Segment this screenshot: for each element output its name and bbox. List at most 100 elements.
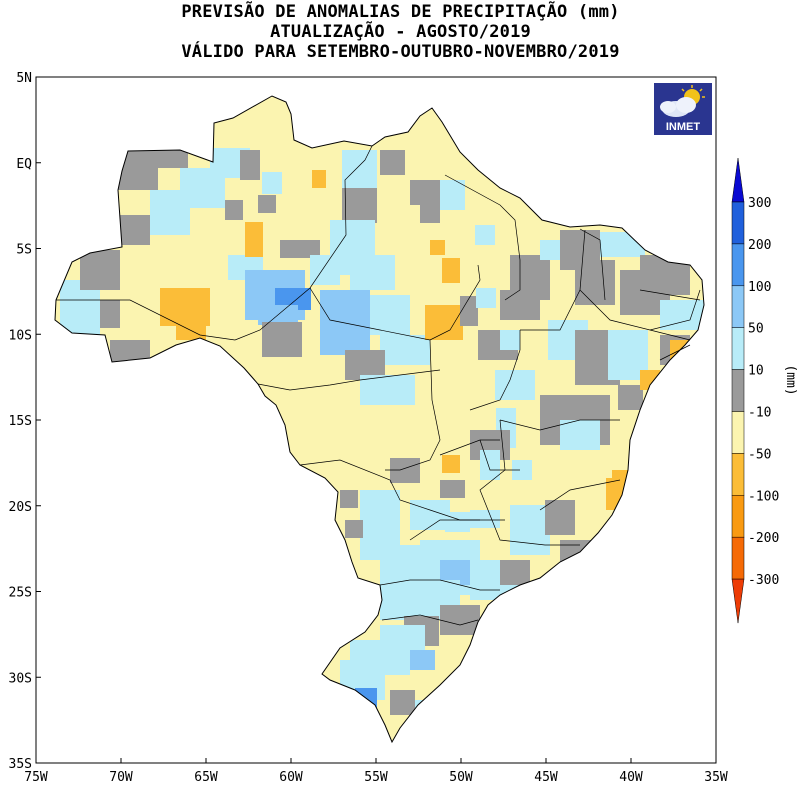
colorbar-tick-label: -10	[748, 406, 771, 421]
colorbar-tick-label: -100	[748, 489, 779, 504]
anomaly-cell	[618, 385, 643, 410]
anomaly-cell	[262, 322, 302, 357]
anomaly-cell	[575, 260, 615, 305]
anomaly-cell	[370, 295, 410, 335]
anomaly-cell	[258, 195, 276, 213]
x-tick-label: 55W	[364, 770, 388, 785]
y-tick-label: 20S	[9, 500, 32, 515]
title-line-3: VÁLIDO PARA SETEMBRO-OUTUBRO-NOVEMBRO/20…	[181, 42, 620, 62]
state-border	[539, 479, 621, 511]
anomaly-cell	[320, 290, 370, 355]
y-tick-label: EQ	[16, 157, 32, 172]
colorbar-band	[731, 243, 745, 287]
anomaly-cell	[440, 180, 465, 210]
anomaly-cell	[240, 150, 260, 180]
anomaly-cell	[410, 650, 435, 670]
anomaly-cell	[380, 150, 405, 175]
anomaly-cell	[560, 420, 600, 450]
anomaly-cell	[100, 300, 120, 328]
colorbar-band	[731, 536, 745, 580]
colorbar-band	[731, 327, 745, 370]
anomaly-cell	[660, 300, 704, 330]
x-tick-label: 70W	[109, 770, 133, 785]
anomaly-cell	[480, 450, 500, 480]
inmet-logo: INMET	[654, 83, 712, 135]
state-border	[479, 439, 520, 471]
state-border	[479, 419, 580, 546]
state-border	[444, 174, 521, 301]
colorbar-top-arrow	[731, 157, 745, 203]
anomaly-cell	[460, 296, 478, 326]
state-border	[649, 329, 691, 341]
anomaly-cell	[420, 205, 440, 223]
colorbar-band	[731, 285, 745, 328]
colorbar-tick-label: 100	[748, 280, 771, 295]
anomaly-cell	[440, 605, 480, 635]
y-tick-label: 35S	[9, 757, 32, 772]
x-tick-label: 45W	[534, 770, 558, 785]
state-borders	[56, 145, 701, 626]
logo-text: INMET	[665, 121, 701, 133]
state-border	[381, 614, 479, 626]
anomaly-cell	[150, 190, 190, 235]
state-border	[579, 228, 606, 301]
anomaly-cell	[475, 225, 495, 245]
x-tick-label: 35W	[704, 770, 728, 785]
anomaly-cell	[280, 240, 320, 258]
anomaly-cell	[245, 222, 263, 257]
anomaly-cell	[495, 370, 535, 400]
colorbar-band	[731, 201, 745, 245]
state-border	[409, 519, 480, 541]
colorbar-tick-label: 10	[748, 364, 764, 379]
x-tick-label: 60W	[279, 770, 303, 785]
colorbar: 300 200 100 50 10 -10 -50 -100 -200 -300	[731, 157, 779, 624]
x-tick-label: 40W	[619, 770, 643, 785]
anomaly-cell	[442, 258, 460, 283]
anomaly-cell	[510, 255, 550, 300]
anomaly-cell	[176, 318, 206, 340]
anomaly-cell	[445, 512, 470, 532]
y-axis: 5N EQ 5S 10S 15S 20S 25S 30S 35S	[9, 71, 41, 772]
title-line-1: PREVISÃO DE ANOMALIAS DE PRECIPITAÇÃO (m…	[181, 2, 620, 22]
anomaly-cell	[430, 240, 445, 255]
anomaly-cell	[380, 335, 430, 365]
anomaly-cell	[120, 215, 150, 245]
anomaly-cell	[410, 180, 440, 205]
anomaly-cell	[360, 375, 415, 405]
anomaly-cell	[345, 520, 363, 538]
anomaly-cell	[158, 148, 188, 168]
state-border	[520, 229, 586, 331]
state-border	[379, 579, 500, 591]
y-tick-label: 30S	[9, 671, 32, 686]
anomaly-cell	[262, 172, 282, 194]
colorbar-tick-label: 200	[748, 238, 771, 253]
colorbar-tick-label: -200	[748, 531, 779, 546]
colorbar-bottom-arrow	[731, 578, 745, 624]
anomaly-cell	[500, 560, 530, 585]
anomaly-cell	[442, 455, 460, 473]
anomaly-cell	[390, 458, 420, 483]
colorbar-band	[731, 411, 745, 454]
anomaly-cell	[312, 170, 326, 188]
state-border	[56, 299, 236, 341]
anomaly-cell	[225, 200, 243, 220]
y-tick-label: 15S	[9, 414, 32, 429]
anomaly-cell	[342, 188, 377, 223]
anomaly-cell	[425, 305, 463, 340]
colorbar-unit-label: (mm)	[783, 364, 798, 395]
state-border	[257, 369, 441, 391]
anomaly-cell	[500, 330, 520, 350]
anomaly-cell	[342, 150, 377, 190]
x-tick-label: 50W	[449, 770, 473, 785]
anomaly-cell	[340, 490, 358, 508]
colorbar-band	[731, 453, 745, 496]
anomaly-cell	[350, 255, 395, 290]
title-line-2: ATUALIZAÇÃO - AGOSTO/2019	[270, 22, 531, 42]
colorbar-band	[731, 369, 745, 412]
state-border	[385, 339, 441, 471]
x-tick-label: 65W	[194, 770, 218, 785]
anomaly-cell	[440, 480, 465, 498]
y-tick-label: 25S	[9, 586, 32, 601]
state-border	[469, 330, 521, 411]
